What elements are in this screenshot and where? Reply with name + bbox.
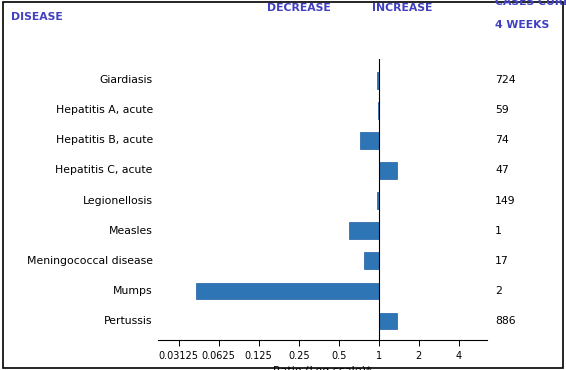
Text: 1: 1 (495, 226, 502, 236)
Text: 47: 47 (495, 165, 509, 175)
Text: CASES CURRENT: CASES CURRENT (495, 0, 566, 7)
Text: 74: 74 (495, 135, 509, 145)
Text: INCREASE: INCREASE (372, 3, 432, 13)
Bar (196, 283, 379, 299)
Text: Mumps: Mumps (113, 286, 153, 296)
Text: 886: 886 (495, 316, 516, 326)
Text: DECREASE: DECREASE (267, 3, 331, 13)
Bar (360, 132, 379, 149)
Text: 2: 2 (495, 286, 502, 296)
Bar (379, 162, 397, 179)
X-axis label: Ratio (Log scale)*: Ratio (Log scale)* (273, 366, 372, 370)
Text: Meningococcal disease: Meningococcal disease (27, 256, 153, 266)
Bar (377, 192, 379, 209)
Text: DISEASE: DISEASE (11, 12, 63, 22)
Text: Measles: Measles (109, 226, 153, 236)
Text: Hepatitis A, acute: Hepatitis A, acute (55, 105, 153, 115)
Bar (365, 252, 379, 269)
Text: Giardiasis: Giardiasis (100, 75, 153, 85)
Bar (378, 102, 379, 119)
Text: 59: 59 (495, 105, 509, 115)
Text: Pertussis: Pertussis (104, 316, 153, 326)
Text: 724: 724 (495, 75, 516, 85)
Bar (378, 72, 379, 88)
Text: 149: 149 (495, 196, 516, 206)
Bar (379, 313, 397, 329)
Text: Hepatitis B, acute: Hepatitis B, acute (55, 135, 153, 145)
Text: 4 WEEKS: 4 WEEKS (495, 20, 550, 30)
Bar (349, 222, 379, 239)
Text: 17: 17 (495, 256, 509, 266)
Text: Legionellosis: Legionellosis (83, 196, 153, 206)
Text: Hepatitis C, acute: Hepatitis C, acute (55, 165, 153, 175)
